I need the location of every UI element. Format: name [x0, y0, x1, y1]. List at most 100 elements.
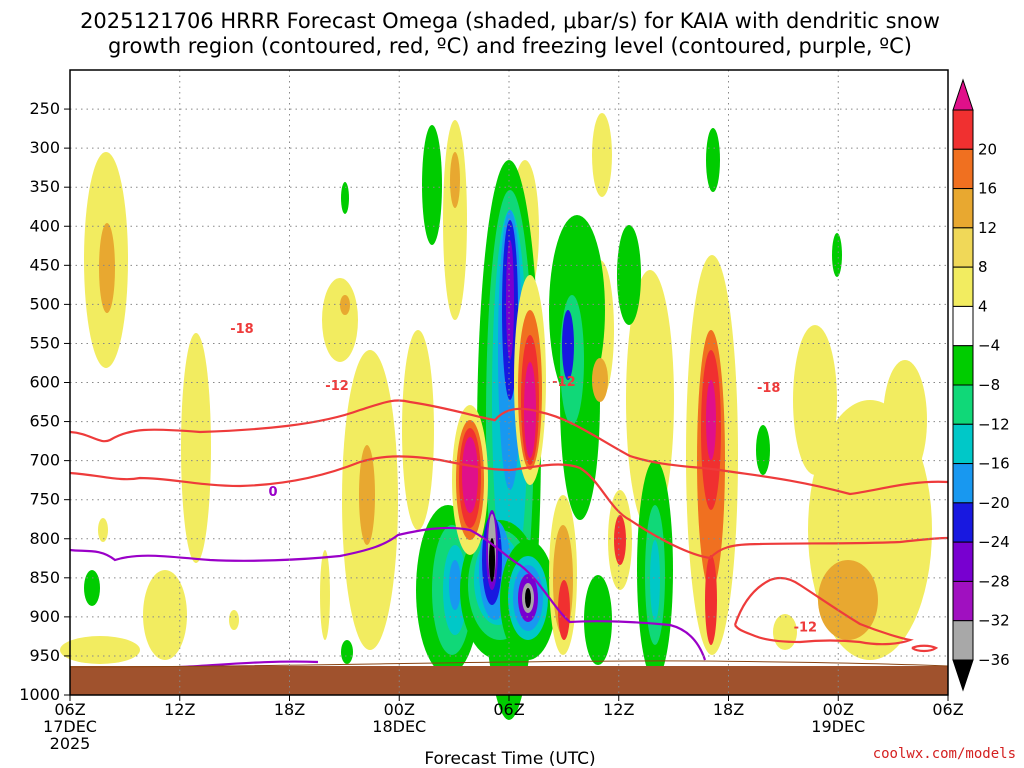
x-tick-date: 17DEC: [43, 717, 97, 736]
omega-blue-core: [562, 310, 574, 380]
omega-magenta-core: [706, 380, 716, 460]
omega-yellow-blob: [60, 636, 140, 664]
colorbar-label: −20: [978, 494, 1010, 512]
x-tick-label: 12Z: [164, 700, 195, 719]
omega-green-blob: [84, 570, 100, 606]
colorbar-label: −32: [978, 612, 1010, 630]
y-tick-label: 350: [29, 177, 60, 196]
omega-cyan-core: [650, 540, 660, 620]
omega-yellow-blob: [340, 295, 350, 315]
colorbar-label: −12: [978, 415, 1010, 433]
colorbar-swatch: [952, 227, 974, 268]
omega-yellow-blob: [320, 550, 330, 640]
y-tick-label: 500: [29, 294, 60, 313]
omega-yellow-blob: [229, 610, 239, 630]
colorbar-swatch: [952, 541, 974, 582]
y-tick-label: 600: [29, 373, 60, 392]
colorbar: 20 16 12 8 4 −4 −8 −12 −16 −20 −24 −28 −32 −36: [952, 78, 1010, 692]
dgz-contour-upper: [69, 399, 949, 496]
y-axis-ticks: 250 300 350 400 450 500 550 600 650 700 750 800 850 9…: [19, 99, 70, 704]
dgz-contour-small: [911, 644, 939, 653]
colorbar-bottom-arrow: [952, 659, 974, 692]
x-tick-year: 2025: [50, 734, 91, 753]
y-tick-label: 400: [29, 216, 60, 235]
chart-title-line-1: 2025121706 HRRR Forecast Omega (shaded, …: [80, 9, 940, 33]
colorbar-top-arrow: [952, 78, 974, 111]
dgz-contour-label: -18: [757, 381, 781, 396]
omega-yellow-blob: [402, 330, 434, 530]
colorbar-swatch: [952, 188, 974, 229]
x-tick-label: 12Z: [603, 700, 634, 719]
colorbar-label: 16: [978, 180, 997, 198]
dgz-contours: [69, 399, 949, 653]
omega-yellow-blob: [592, 113, 612, 197]
colorbar-label: −8: [978, 376, 1000, 394]
omega-yellow-blob: [883, 360, 927, 480]
dgz-contour-lower: [69, 455, 949, 560]
omega-orange-core: [450, 152, 460, 208]
terrain-edge: [69, 660, 949, 668]
omega-green-blob: [706, 128, 720, 192]
colorbar-label: −36: [978, 651, 1010, 669]
omega-yellow-blob: [143, 570, 187, 660]
y-tick-label: 750: [29, 490, 60, 509]
omega-green-blob: [832, 233, 842, 277]
colorbar-swatch: [952, 502, 974, 543]
dgz-contour-label: -18: [230, 322, 254, 337]
chart-title-line-2: growth region (contoured, red, ºC) and f…: [108, 34, 912, 58]
y-tick-label: 950: [29, 646, 60, 665]
x-tick-label: 06Z: [54, 700, 85, 719]
colorbar-label: 4: [978, 297, 988, 315]
omega-yellow-blob: [592, 358, 608, 402]
x-tick-date: 19DEC: [811, 717, 865, 736]
colorbar-label: 8: [978, 258, 988, 276]
x-tick-label: 06Z: [493, 700, 524, 719]
omega-red-core: [614, 515, 626, 565]
omega-yellow-blob: [322, 278, 358, 362]
site-credit: coolwx.com/models: [873, 746, 1016, 762]
y-tick-label: 900: [29, 607, 60, 626]
colorbar-label: −4: [978, 337, 1000, 355]
omega-black-core: [525, 588, 531, 608]
omega-green-blob: [756, 425, 770, 475]
colorbar-label: −24: [978, 533, 1010, 551]
omega-green-blob: [341, 640, 353, 664]
omega-yellow-blob: [443, 120, 467, 320]
y-tick-label: 1000: [19, 685, 60, 704]
freezing-level-contour: [69, 526, 707, 661]
y-tick-label: 550: [29, 333, 60, 352]
colorbar-label: 20: [978, 140, 997, 158]
colorbar-label: −28: [978, 572, 1010, 590]
x-tick-label: 18Z: [713, 700, 744, 719]
omega-orange-core: [99, 223, 115, 313]
colorbar-swatch: [952, 266, 974, 307]
omega-green-blob: [422, 125, 442, 245]
x-tick-label: 00Z: [384, 700, 415, 719]
x-tick-date: 18DEC: [372, 717, 426, 736]
omega-black-core: [489, 538, 495, 582]
omega-yellow-blob: [181, 333, 211, 563]
omega-green-blob: [617, 225, 641, 325]
omega-orange-core: [359, 445, 375, 545]
omega-red-core: [558, 580, 570, 640]
omega-yellow-blob: [793, 325, 837, 475]
x-tick-label: 06Z: [932, 700, 963, 719]
omega-blue-core: [449, 560, 461, 610]
dgz-contour-label: -12: [325, 379, 349, 394]
colorbar-swatch: [952, 384, 974, 425]
y-tick-label: 850: [29, 568, 60, 587]
colorbar-swatch: [952, 580, 974, 622]
colorbar-swatch: [952, 305, 974, 347]
colorbar-swatch: [952, 423, 974, 465]
x-tick-label: 18Z: [274, 700, 305, 719]
colorbar-swatch: [952, 345, 974, 386]
omega-yellow-blob: [626, 270, 674, 530]
omega-orange-core: [818, 560, 878, 640]
contour-labels: -18 -12 -12 -18 -12 0: [230, 322, 817, 635]
omega-purple-core: [506, 240, 514, 360]
y-tick-label: 650: [29, 412, 60, 431]
colorbar-swatch: [952, 148, 974, 190]
y-tick-label: 700: [29, 451, 60, 470]
